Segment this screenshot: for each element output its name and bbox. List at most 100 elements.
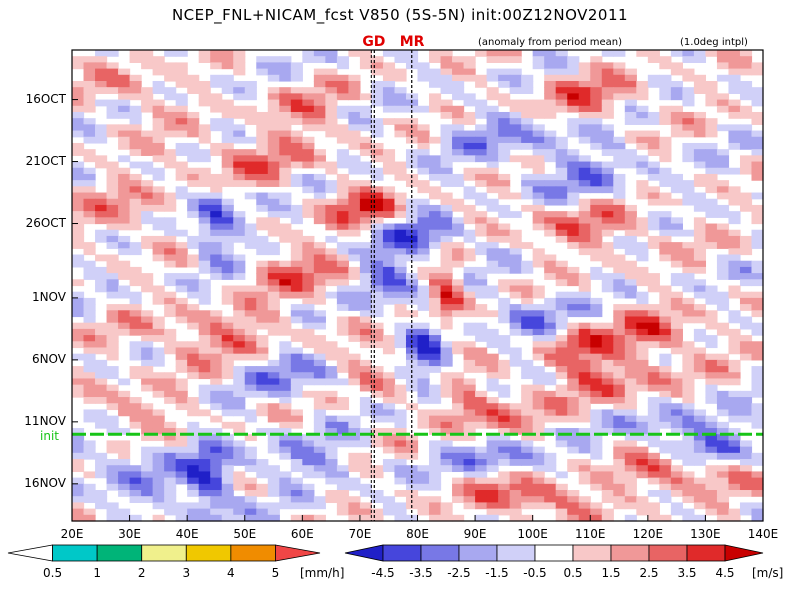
field-cell	[72, 111, 85, 119]
field-cell	[440, 254, 453, 262]
field-cell	[95, 192, 108, 200]
field-cell	[452, 304, 465, 311]
field-cell	[532, 446, 545, 454]
field-cell	[475, 403, 488, 411]
field-cell	[705, 118, 718, 125]
field-cell	[590, 483, 603, 491]
field-cell	[659, 514, 672, 522]
field-cell	[256, 310, 269, 318]
field-cell	[210, 390, 223, 398]
field-cell	[152, 496, 165, 504]
field-cell	[256, 124, 269, 132]
field-cell	[498, 266, 511, 274]
field-cell	[509, 229, 522, 237]
field-cell	[290, 477, 303, 485]
field-cell	[751, 502, 764, 510]
field-cell	[106, 74, 119, 82]
field-cell	[555, 471, 568, 479]
field-cell	[290, 465, 303, 473]
field-cell	[221, 124, 234, 132]
field-cell	[233, 452, 246, 460]
field-cell	[751, 130, 764, 138]
field-cell	[613, 291, 626, 299]
field-cell	[463, 304, 476, 311]
field-cell	[152, 459, 165, 466]
field-cell	[463, 434, 476, 442]
field-cell	[532, 384, 545, 392]
field-cell	[486, 514, 499, 522]
field-cell	[498, 366, 511, 373]
field-cell	[382, 266, 396, 274]
field-cell	[624, 384, 637, 392]
field-cell	[279, 341, 292, 349]
field-cell	[659, 155, 672, 163]
field-cell	[567, 434, 580, 442]
field-cell	[693, 266, 707, 274]
field-cell	[509, 235, 522, 243]
field-cell	[670, 465, 683, 473]
field-cell	[682, 452, 695, 460]
field-cell	[429, 211, 442, 218]
field-cell	[739, 68, 753, 76]
field-cell	[359, 136, 373, 144]
field-cell	[348, 440, 361, 448]
field-cell	[325, 428, 338, 435]
field-cell	[452, 62, 465, 70]
field-cell	[555, 223, 568, 231]
field-cell	[256, 56, 269, 63]
field-cell	[590, 93, 603, 101]
field-cell	[233, 161, 246, 169]
field-cell	[601, 217, 614, 225]
field-cell	[256, 378, 269, 386]
field-cell	[198, 254, 211, 262]
field-cell	[256, 322, 269, 330]
field-cell	[544, 335, 557, 342]
field-cell	[636, 341, 649, 349]
field-cell	[601, 105, 614, 113]
field-cell	[371, 167, 384, 175]
field-cell	[532, 186, 545, 194]
field-cell	[716, 242, 730, 249]
field-cell	[716, 440, 730, 448]
field-cell	[72, 87, 85, 94]
field-cell	[325, 440, 338, 448]
field-cell	[463, 384, 476, 392]
field-cell	[613, 428, 626, 435]
field-cell	[106, 471, 119, 479]
field-cell	[394, 341, 407, 349]
field-cell	[429, 335, 442, 342]
field-cell	[302, 56, 315, 63]
field-cell	[210, 56, 223, 63]
field-cell	[106, 502, 119, 510]
field-cell	[567, 167, 580, 175]
field-cell	[693, 366, 707, 373]
y-tick-label: 26OCT	[25, 215, 66, 230]
field-cell	[336, 186, 349, 194]
field-cell	[313, 124, 326, 132]
field-cell	[83, 118, 96, 125]
field-cell	[590, 502, 603, 510]
wind-level-label: -2.5	[447, 566, 471, 580]
field-cell	[624, 347, 637, 355]
field-cell	[716, 421, 730, 429]
field-cell	[129, 347, 142, 355]
field-cell	[498, 384, 511, 392]
field-cell	[290, 304, 303, 311]
field-cell	[336, 217, 349, 225]
field-cell	[187, 260, 200, 268]
field-cell	[647, 440, 660, 448]
field-cell	[475, 366, 488, 373]
field-cell	[267, 74, 280, 82]
field-cell	[118, 490, 131, 497]
field-cell	[716, 99, 730, 107]
field-cell	[659, 223, 672, 231]
field-cell	[417, 471, 430, 479]
field-cell	[106, 111, 119, 119]
field-cell	[440, 347, 453, 355]
field-cell	[83, 266, 96, 274]
field-cell	[578, 310, 591, 318]
field-cell	[509, 124, 522, 132]
field-cell	[647, 384, 660, 392]
field-cell	[95, 384, 108, 392]
field-cell	[244, 335, 257, 342]
